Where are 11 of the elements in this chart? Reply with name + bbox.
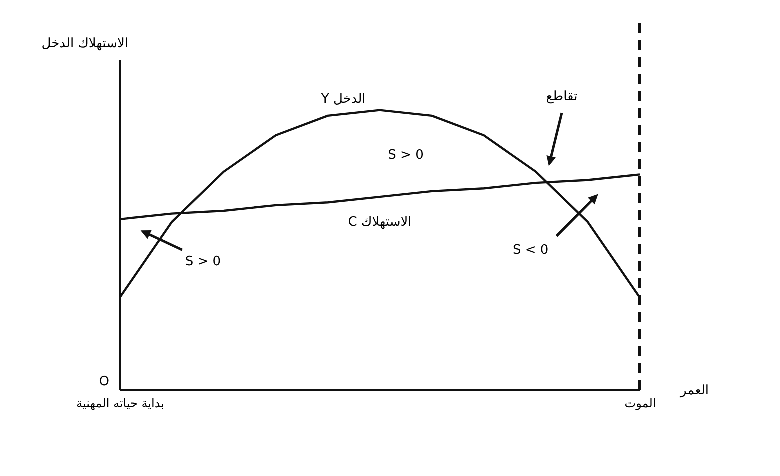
annotation: S > 0 xyxy=(388,148,424,164)
series-label: C الاستهلاك xyxy=(348,215,412,230)
annotation: S > 0 xyxy=(185,254,222,270)
x-axis-title: العمر xyxy=(680,384,710,398)
text: تقاطع xyxy=(546,89,578,104)
annotation: S < 0 xyxy=(512,243,549,258)
x-tick-label: بداية حياته المهنية xyxy=(76,396,164,410)
text: O xyxy=(99,374,110,390)
y-axis-title: الاستهلاك الدخل xyxy=(42,36,128,52)
x-tick-label: الموت xyxy=(624,396,656,410)
series-label: Y الدخل xyxy=(320,92,366,108)
